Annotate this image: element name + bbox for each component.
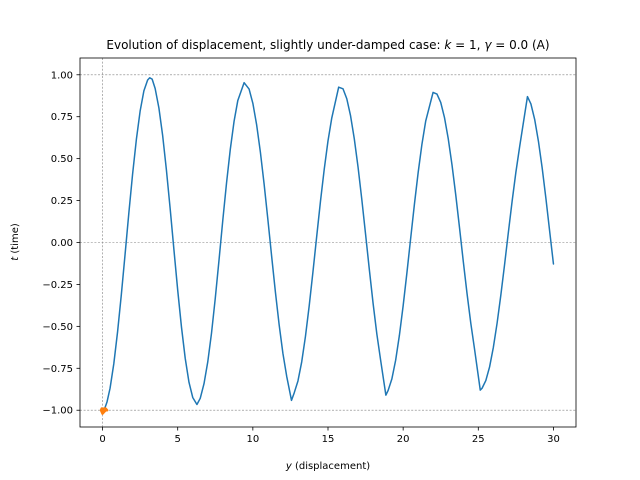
y-tick-label: −1.00: [42, 406, 73, 417]
y-tick-label: 0.25: [51, 196, 73, 207]
x-tick-label: 10: [246, 434, 259, 445]
chart-title: Evolution of displacement, slightly unde…: [106, 38, 549, 52]
y-axis: −1.00 −0.75 −0.50 −0.25 0.00 0.25 0.50 0.75 1.00: [42, 70, 80, 417]
series-0-line: [101, 77, 555, 411]
y-tick-label: −0.75: [42, 364, 73, 375]
y-axis-label: t (time): [10, 223, 21, 261]
x-axis-label-text: (displacement): [292, 461, 370, 472]
x-tick-label: 25: [472, 434, 485, 445]
x-axis-label-symbol: y: [285, 461, 293, 472]
y-axis-label-text: (time): [10, 223, 21, 257]
reference-lines: [80, 58, 576, 427]
x-axis: 0 5 10 15 20 25 30: [99, 427, 560, 445]
y-tick-label: 0.75: [51, 112, 73, 123]
chart-title-k-value: = 1,: [451, 38, 484, 52]
y-tick-label: 0.50: [51, 154, 73, 165]
chart-title-prefix: Evolution of displacement, slightly unde…: [106, 38, 444, 52]
chart-title-gamma-value: = 0.0 (A): [491, 38, 549, 52]
y-tick-label: 0.00: [51, 238, 73, 249]
series-1-line: [99, 407, 109, 415]
x-tick-label: 0: [99, 434, 105, 445]
x-tick-label: 20: [397, 434, 410, 445]
chart-title-gamma-symbol: γ: [484, 38, 492, 52]
x-axis-label: y (displacement): [285, 461, 370, 472]
y-tick-label: −0.50: [42, 322, 73, 333]
y-tick-label: −0.25: [42, 280, 73, 291]
chart-title-k-symbol: k: [444, 38, 452, 52]
x-tick-label: 15: [322, 434, 335, 445]
x-tick-label: 5: [175, 434, 181, 445]
y-tick-label: 1.00: [51, 70, 73, 81]
y-axis-label-symbol: t: [10, 256, 21, 261]
series-layer: [99, 77, 555, 415]
x-tick-label: 30: [547, 434, 560, 445]
